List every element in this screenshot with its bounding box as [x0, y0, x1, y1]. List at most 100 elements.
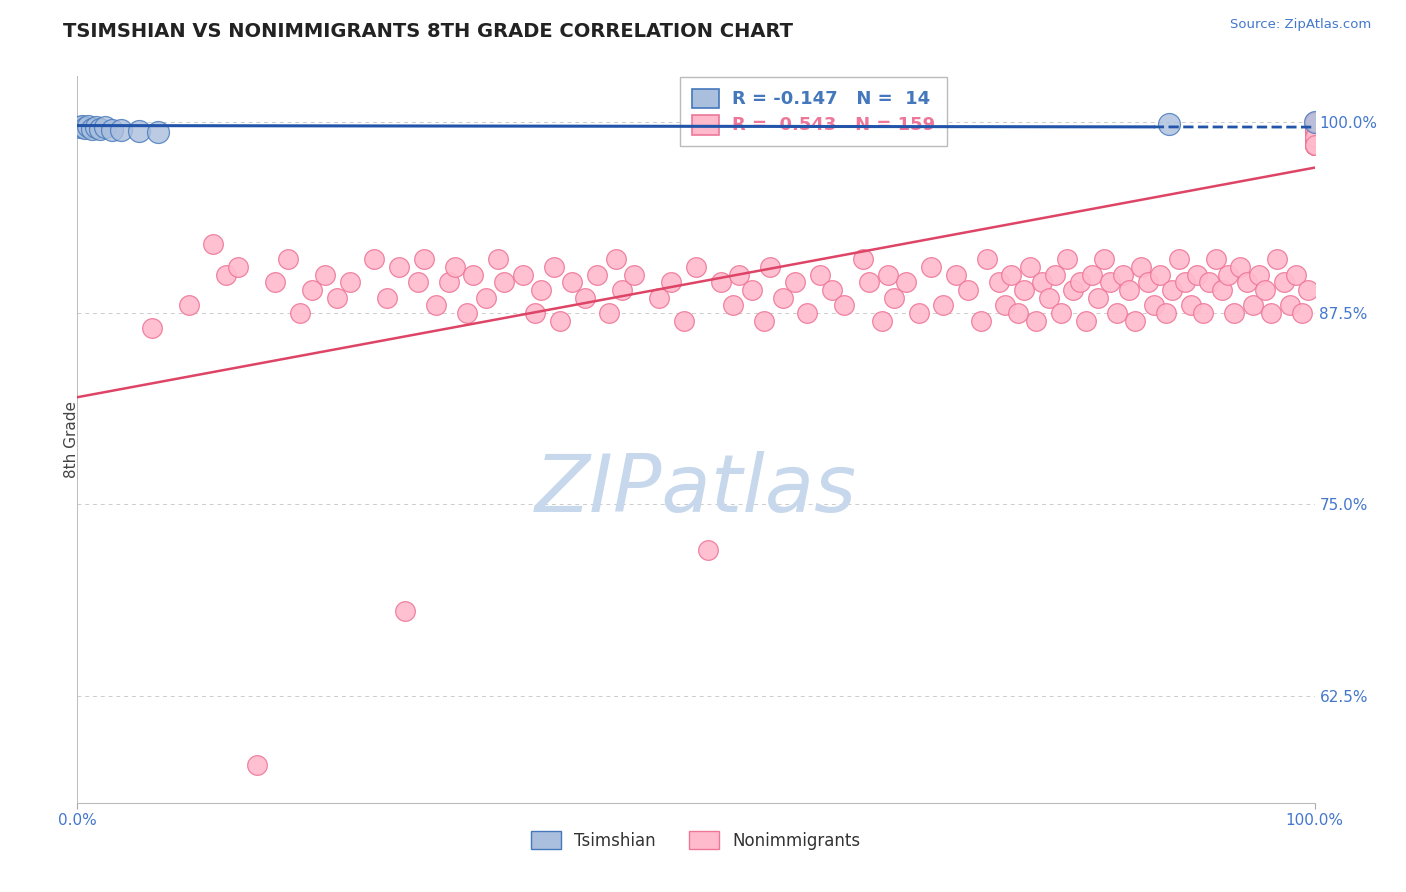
Point	[1149, 268, 1171, 282]
Point	[1303, 130, 1326, 145]
Point	[326, 291, 349, 305]
Point	[1303, 130, 1326, 145]
Point	[1303, 137, 1326, 152]
Point	[73, 120, 96, 135]
Point	[69, 120, 91, 134]
Point	[1303, 122, 1326, 136]
Point	[969, 314, 991, 328]
Point	[1303, 122, 1326, 136]
Point	[314, 268, 336, 282]
Point	[1278, 298, 1301, 312]
Point	[1303, 130, 1326, 145]
Point	[870, 314, 893, 328]
Point	[896, 276, 918, 290]
Point	[1254, 283, 1277, 297]
Point	[425, 298, 447, 312]
Point	[1303, 114, 1326, 128]
Point	[301, 283, 323, 297]
Point	[1303, 122, 1326, 136]
Point	[1303, 122, 1326, 136]
Point	[288, 306, 311, 320]
Point	[1267, 252, 1289, 267]
Point	[437, 276, 460, 290]
Point	[1123, 314, 1146, 328]
Point	[976, 252, 998, 267]
Point	[1229, 260, 1251, 274]
Point	[1050, 306, 1073, 320]
Point	[1303, 122, 1326, 136]
Point	[1303, 114, 1326, 128]
Point	[101, 122, 124, 136]
Point	[375, 291, 398, 305]
Point	[1303, 130, 1326, 145]
Point	[1185, 268, 1208, 282]
Point	[685, 260, 707, 274]
Point	[598, 306, 620, 320]
Point	[1303, 114, 1326, 128]
Point	[406, 276, 429, 290]
Point	[1303, 114, 1326, 128]
Point	[623, 268, 645, 282]
Point	[741, 283, 763, 297]
Point	[932, 298, 955, 312]
Point	[1291, 306, 1313, 320]
Point	[72, 120, 94, 134]
Point	[1303, 114, 1326, 128]
Point	[1303, 130, 1326, 145]
Point	[1303, 114, 1326, 128]
Point	[1303, 137, 1326, 152]
Point	[728, 268, 751, 282]
Point	[883, 291, 905, 305]
Point	[1303, 122, 1326, 136]
Point	[339, 276, 361, 290]
Legend: Tsimshian, Nonimmigrants: Tsimshian, Nonimmigrants	[524, 824, 868, 856]
Point	[1000, 268, 1022, 282]
Point	[783, 276, 806, 290]
Point	[648, 291, 671, 305]
Text: ZIPatlas: ZIPatlas	[534, 451, 858, 529]
Point	[1081, 268, 1104, 282]
Point	[1205, 252, 1227, 267]
Point	[1303, 137, 1326, 152]
Point	[796, 306, 818, 320]
Point	[1043, 268, 1066, 282]
Point	[1236, 276, 1258, 290]
Point	[1025, 314, 1047, 328]
Point	[486, 252, 509, 267]
Point	[852, 252, 875, 267]
Point	[530, 283, 553, 297]
Point	[1198, 276, 1220, 290]
Point	[1211, 283, 1233, 297]
Point	[945, 268, 967, 282]
Point	[1092, 252, 1115, 267]
Point	[524, 306, 547, 320]
Point	[672, 314, 695, 328]
Point	[1136, 276, 1159, 290]
Point	[394, 605, 416, 619]
Point	[77, 119, 100, 133]
Point	[177, 298, 200, 312]
Point	[1069, 276, 1091, 290]
Point	[759, 260, 782, 274]
Point	[1303, 114, 1326, 128]
Point	[1012, 283, 1035, 297]
Point	[443, 260, 465, 274]
Point	[994, 298, 1017, 312]
Point	[412, 252, 434, 267]
Point	[1298, 283, 1320, 297]
Point	[82, 121, 104, 136]
Point	[246, 757, 269, 772]
Point	[1303, 114, 1326, 128]
Point	[1303, 130, 1326, 145]
Point	[1303, 137, 1326, 152]
Point	[388, 260, 411, 274]
Point	[1056, 252, 1078, 267]
Point	[1031, 276, 1053, 290]
Text: TSIMSHIAN VS NONIMMIGRANTS 8TH GRADE CORRELATION CHART: TSIMSHIAN VS NONIMMIGRANTS 8TH GRADE COR…	[63, 22, 793, 41]
Point	[1303, 137, 1326, 152]
Point	[463, 268, 485, 282]
Point	[84, 120, 107, 134]
Point	[1303, 122, 1326, 136]
Point	[920, 260, 942, 274]
Point	[1192, 306, 1215, 320]
